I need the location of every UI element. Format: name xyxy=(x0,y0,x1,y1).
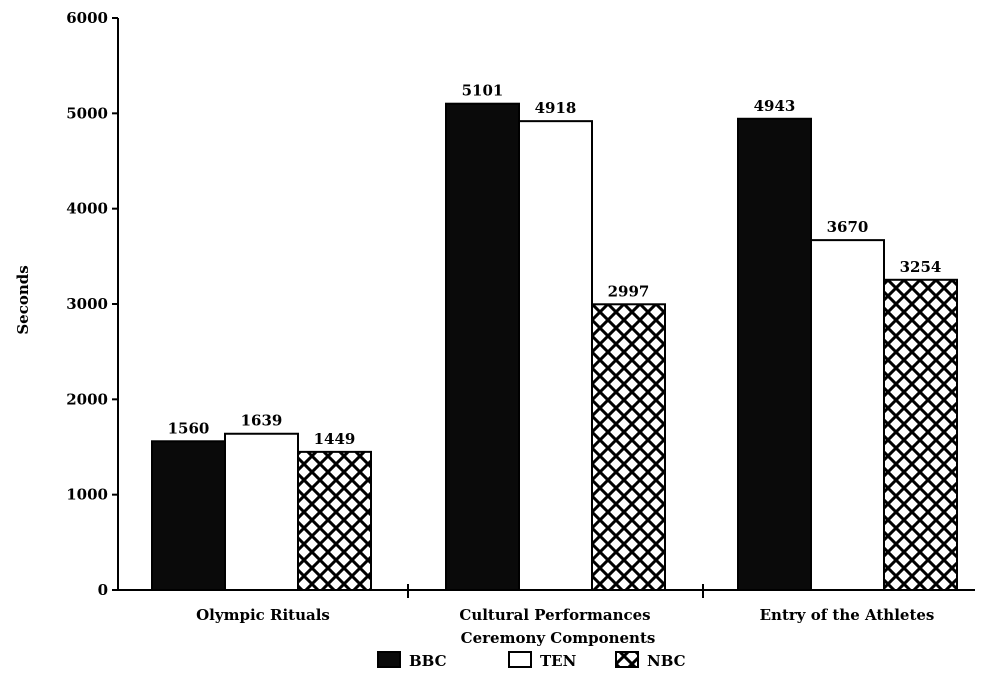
value-label: 3670 xyxy=(827,218,869,236)
legend-label: BBC xyxy=(409,652,447,670)
legend-swatch-nbc xyxy=(615,651,639,668)
legend: BBC TEN NBC xyxy=(377,651,686,670)
bar-bbc-3 xyxy=(737,117,812,591)
bar-ten-1 xyxy=(224,432,299,591)
value-label: 4943 xyxy=(754,97,796,115)
value-label: 2997 xyxy=(608,282,650,300)
bar-ten-3 xyxy=(810,239,885,591)
value-label: 3254 xyxy=(900,258,942,276)
category-label: Olympic Rituals xyxy=(196,606,330,624)
value-label: 1560 xyxy=(168,419,210,437)
y-tick-label: 1000 xyxy=(66,486,108,504)
y-tick-label: 0 xyxy=(98,581,108,599)
value-label: 1639 xyxy=(241,412,283,430)
y-axis-title: Seconds xyxy=(14,265,32,334)
bars xyxy=(151,102,958,591)
bar-nbc-3 xyxy=(883,278,958,591)
value-label: 5101 xyxy=(462,82,504,100)
y-tick-label: 2000 xyxy=(66,390,108,408)
legend-label: NBC xyxy=(647,652,686,670)
legend-swatch-bbc xyxy=(377,651,401,668)
y-ticks: 0 1000 2000 3000 4000 5000 6000 xyxy=(66,9,704,599)
value-label: 1449 xyxy=(314,430,356,448)
y-tick-label: 3000 xyxy=(66,295,108,313)
bar-ten-2 xyxy=(518,120,593,591)
bar-bbc-2 xyxy=(445,102,520,591)
value-labels: 1560 5101 4943 1639 4918 3670 1449 2997 3254 xyxy=(168,82,942,448)
y-tick-label: 6000 xyxy=(66,9,108,27)
bar-nbc-2 xyxy=(591,303,666,591)
y-tick-label: 5000 xyxy=(66,104,108,122)
bar-nbc-1 xyxy=(297,450,372,591)
bar-bbc-1 xyxy=(151,440,226,591)
value-label: 4918 xyxy=(535,99,577,117)
category-label: Entry of the Athletes xyxy=(760,606,935,624)
x-axis-title: Ceremony Components xyxy=(461,629,656,647)
legend-swatch-ten xyxy=(508,651,532,668)
y-tick-label: 4000 xyxy=(66,200,108,218)
legend-label: TEN xyxy=(540,652,577,670)
category-label: Cultural Performances xyxy=(459,606,650,624)
category-labels: Olympic Rituals Cultural Performances Entr… xyxy=(196,606,934,624)
